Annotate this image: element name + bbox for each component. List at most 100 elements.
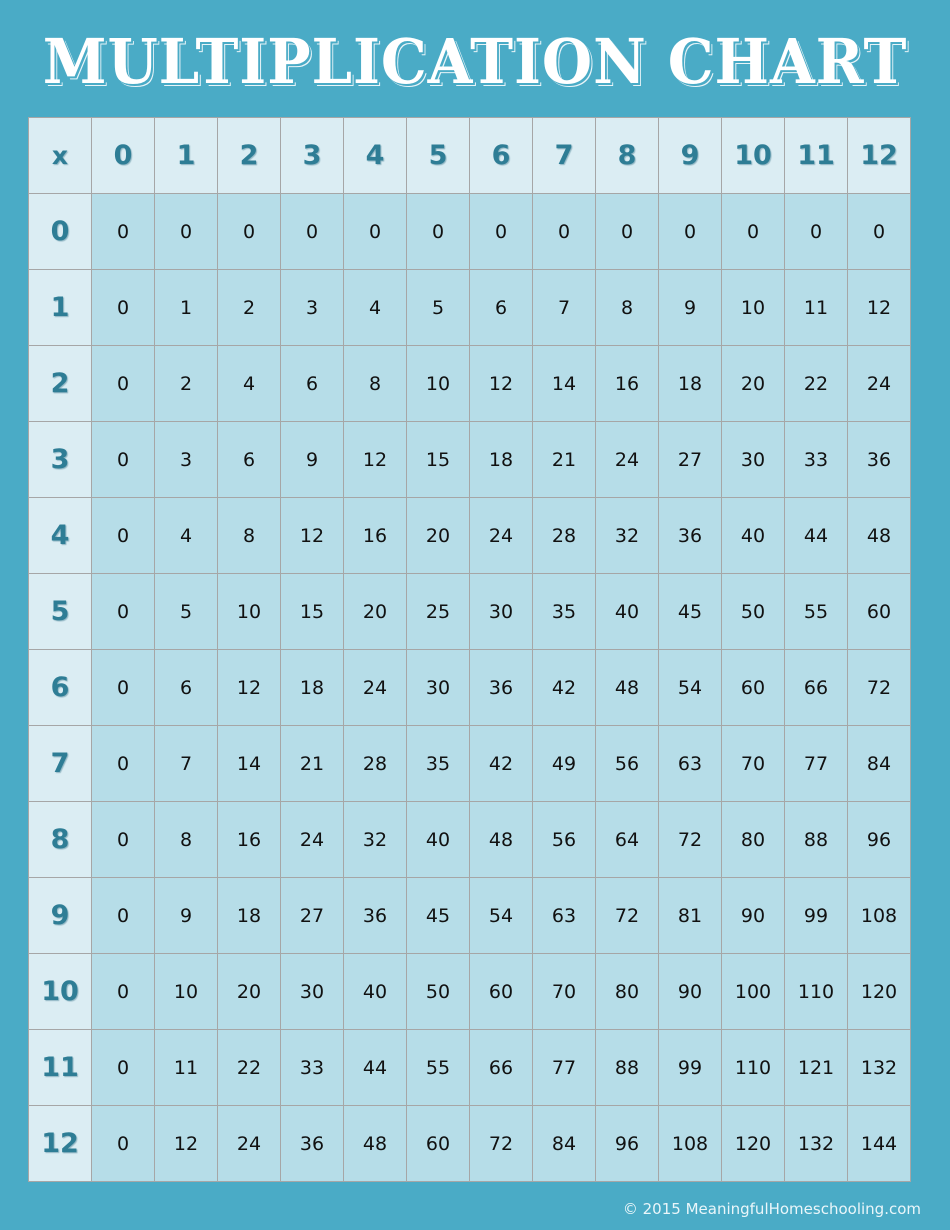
product-cell: 10 bbox=[406, 345, 470, 422]
table-row: 12 0 12 24 36 48 60 72 84 96 108 120 132 144 bbox=[28, 1105, 911, 1182]
product-cell: 0 bbox=[721, 193, 785, 270]
product-cell: 99 bbox=[658, 1029, 722, 1106]
row-header: 10 bbox=[28, 953, 92, 1030]
product-cell: 8 bbox=[595, 269, 659, 346]
product-cell: 24 bbox=[469, 497, 533, 574]
product-cell: 12 bbox=[217, 649, 281, 726]
product-cell: 0 bbox=[91, 877, 155, 954]
product-cell: 60 bbox=[721, 649, 785, 726]
product-cell: 11 bbox=[784, 269, 848, 346]
product-cell: 72 bbox=[595, 877, 659, 954]
product-cell: 21 bbox=[532, 421, 596, 498]
product-cell: 40 bbox=[595, 573, 659, 650]
product-cell: 48 bbox=[595, 649, 659, 726]
product-cell: 44 bbox=[784, 497, 848, 574]
product-cell: 9 bbox=[280, 421, 344, 498]
product-cell: 8 bbox=[217, 497, 281, 574]
row-header: 5 bbox=[28, 573, 92, 650]
product-cell: 24 bbox=[343, 649, 407, 726]
product-cell: 49 bbox=[532, 725, 596, 802]
product-cell: 16 bbox=[595, 345, 659, 422]
column-header: 7 bbox=[532, 117, 596, 194]
product-cell: 0 bbox=[91, 953, 155, 1030]
product-cell: 12 bbox=[280, 497, 344, 574]
product-cell: 28 bbox=[343, 725, 407, 802]
product-cell: 88 bbox=[595, 1029, 659, 1106]
product-cell: 0 bbox=[91, 725, 155, 802]
product-cell: 45 bbox=[658, 573, 722, 650]
product-cell: 72 bbox=[469, 1105, 533, 1182]
product-cell: 8 bbox=[154, 801, 218, 878]
product-cell: 0 bbox=[217, 193, 281, 270]
product-cell: 144 bbox=[847, 1105, 911, 1182]
product-cell: 0 bbox=[847, 193, 911, 270]
column-header: 12 bbox=[847, 117, 911, 194]
column-header: 0 bbox=[91, 117, 155, 194]
product-cell: 9 bbox=[658, 269, 722, 346]
product-cell: 4 bbox=[343, 269, 407, 346]
product-cell: 66 bbox=[469, 1029, 533, 1106]
product-cell: 40 bbox=[343, 953, 407, 1030]
product-cell: 132 bbox=[784, 1105, 848, 1182]
product-cell: 0 bbox=[91, 573, 155, 650]
product-cell: 24 bbox=[217, 1105, 281, 1182]
product-cell: 80 bbox=[595, 953, 659, 1030]
product-cell: 56 bbox=[532, 801, 596, 878]
product-cell: 0 bbox=[91, 421, 155, 498]
row-header: 7 bbox=[28, 725, 92, 802]
product-cell: 48 bbox=[469, 801, 533, 878]
product-cell: 8 bbox=[343, 345, 407, 422]
product-cell: 36 bbox=[280, 1105, 344, 1182]
product-cell: 0 bbox=[280, 193, 344, 270]
row-header: 12 bbox=[28, 1105, 92, 1182]
product-cell: 55 bbox=[784, 573, 848, 650]
column-header: 11 bbox=[784, 117, 848, 194]
table-row: 3 0 3 6 9 12 15 18 21 24 27 30 33 36 bbox=[28, 421, 911, 498]
column-header: 10 bbox=[721, 117, 785, 194]
product-cell: 42 bbox=[532, 649, 596, 726]
product-cell: 33 bbox=[280, 1029, 344, 1106]
product-cell: 44 bbox=[343, 1029, 407, 1106]
product-cell: 64 bbox=[595, 801, 659, 878]
product-cell: 24 bbox=[595, 421, 659, 498]
table-row: 9 0 9 18 27 36 45 54 63 72 81 90 99 108 bbox=[28, 877, 911, 954]
table-row: 7 0 7 14 21 28 35 42 49 56 63 70 77 84 bbox=[28, 725, 911, 802]
product-cell: 0 bbox=[91, 1029, 155, 1106]
product-cell: 56 bbox=[595, 725, 659, 802]
product-cell: 99 bbox=[784, 877, 848, 954]
table-row: 6 0 6 12 18 24 30 36 42 48 54 60 66 72 bbox=[28, 649, 911, 726]
product-cell: 24 bbox=[847, 345, 911, 422]
product-cell: 22 bbox=[217, 1029, 281, 1106]
product-cell: 35 bbox=[406, 725, 470, 802]
row-header: 4 bbox=[28, 497, 92, 574]
product-cell: 14 bbox=[532, 345, 596, 422]
row-header: 0 bbox=[28, 193, 92, 270]
product-cell: 63 bbox=[532, 877, 596, 954]
product-cell: 0 bbox=[154, 193, 218, 270]
product-cell: 0 bbox=[91, 193, 155, 270]
product-cell: 0 bbox=[91, 1105, 155, 1182]
multiplication-table: x 0 1 2 3 4 5 6 7 8 9 10 11 12 0 0 0 0 0 0 0 0 0 0 0 0 0 0 1 0 1 2 3 4 5 6 7… bbox=[28, 117, 911, 1182]
product-cell: 81 bbox=[658, 877, 722, 954]
table-row: 2 0 2 4 6 8 10 12 14 16 18 20 22 24 bbox=[28, 345, 911, 422]
product-cell: 25 bbox=[406, 573, 470, 650]
product-cell: 0 bbox=[91, 345, 155, 422]
product-cell: 32 bbox=[595, 497, 659, 574]
product-cell: 40 bbox=[406, 801, 470, 878]
product-cell: 0 bbox=[532, 193, 596, 270]
product-cell: 36 bbox=[469, 649, 533, 726]
product-cell: 48 bbox=[343, 1105, 407, 1182]
product-cell: 70 bbox=[721, 725, 785, 802]
product-cell: 0 bbox=[469, 193, 533, 270]
product-cell: 84 bbox=[532, 1105, 596, 1182]
product-cell: 18 bbox=[280, 649, 344, 726]
product-cell: 0 bbox=[658, 193, 722, 270]
product-cell: 7 bbox=[532, 269, 596, 346]
column-header: 3 bbox=[280, 117, 344, 194]
column-header: 8 bbox=[595, 117, 659, 194]
product-cell: 60 bbox=[469, 953, 533, 1030]
product-cell: 18 bbox=[469, 421, 533, 498]
product-cell: 110 bbox=[784, 953, 848, 1030]
product-cell: 45 bbox=[406, 877, 470, 954]
